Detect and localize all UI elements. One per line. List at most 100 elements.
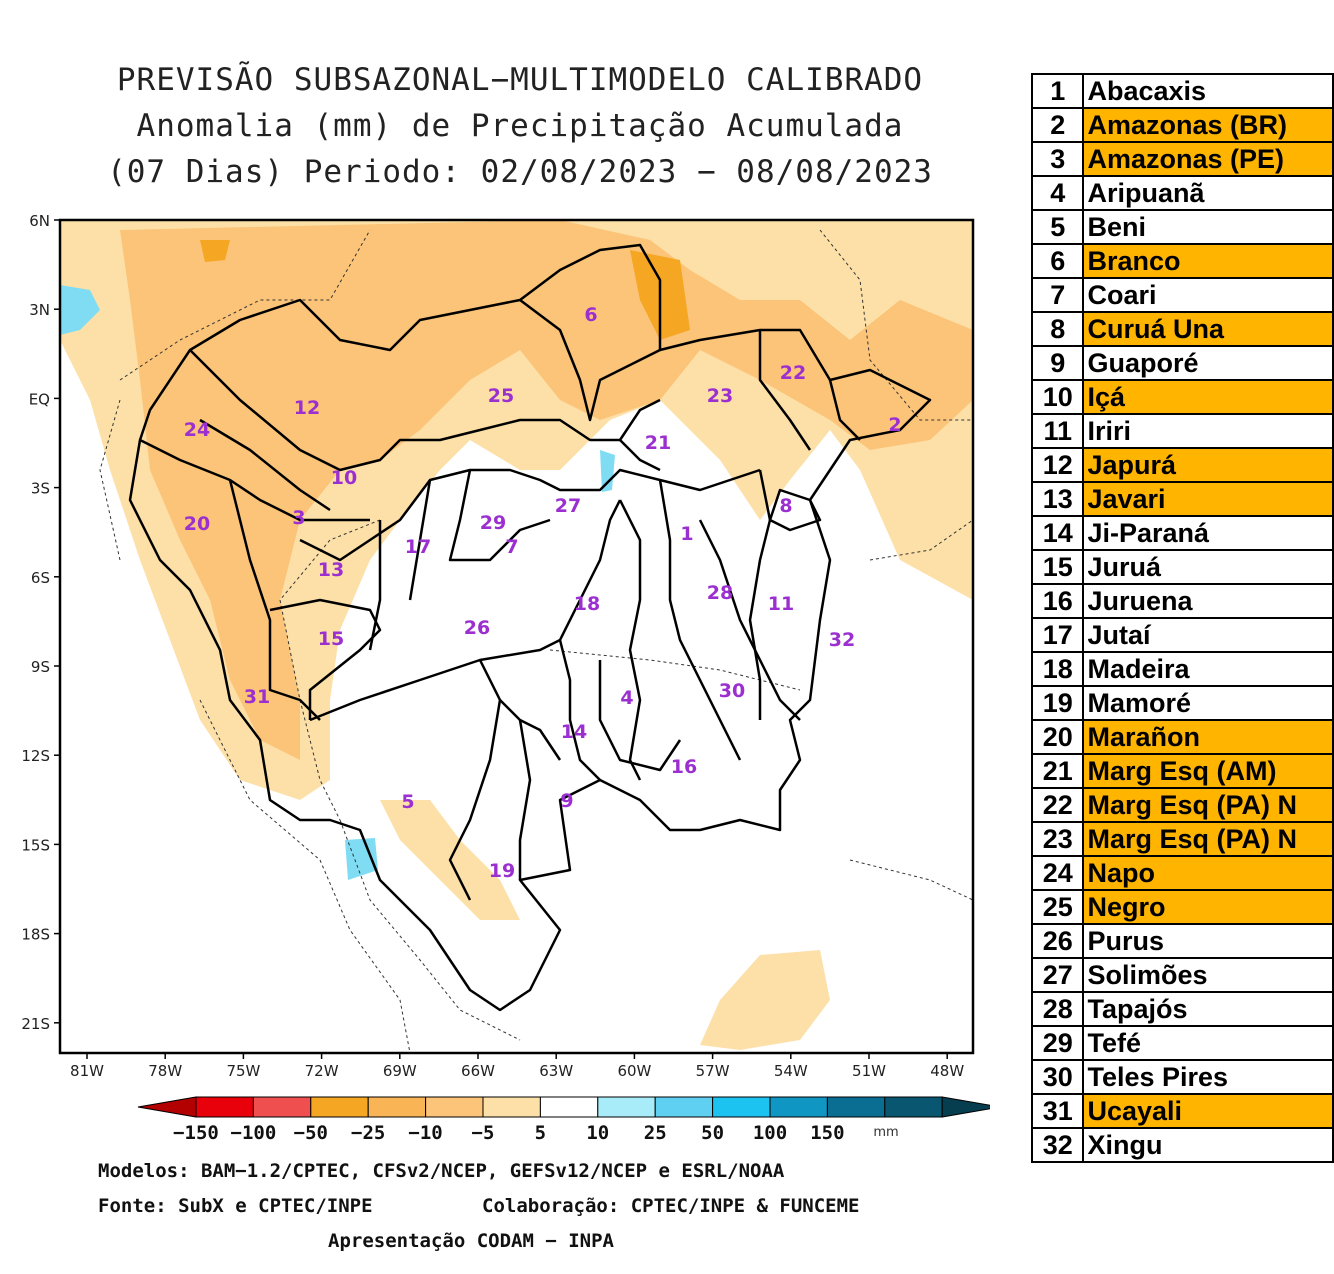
lon-label: 81W xyxy=(70,1062,104,1080)
colorbar-bin xyxy=(482,1096,541,1118)
basin-label-17: 17 xyxy=(405,536,431,558)
basin-number: 4 xyxy=(1030,175,1085,211)
basin-number: 15 xyxy=(1030,549,1085,585)
basin-label-30: 30 xyxy=(719,680,745,702)
basin-name: Ucayali xyxy=(1082,1093,1334,1129)
basin-number: 20 xyxy=(1030,719,1085,755)
basin-row: 23 Marg Esq (PA) N xyxy=(1030,821,1334,857)
basin-row: 26 Purus xyxy=(1030,923,1334,959)
basin-name: Marg Esq (PA) N xyxy=(1082,821,1334,857)
lon-label: 57W xyxy=(696,1062,730,1080)
basin-row: 16 Juruena xyxy=(1030,583,1334,619)
basin-name: Marg Esq (PA) N xyxy=(1082,787,1334,823)
basin-name: Branco xyxy=(1082,243,1334,279)
basin-name: Japurá xyxy=(1082,447,1334,483)
basin-row: 6 Branco xyxy=(1030,243,1334,279)
basin-row: 3 Amazonas (PE) xyxy=(1030,141,1334,177)
basin-row: 28 Tapajós xyxy=(1030,991,1334,1027)
basin-label-31: 31 xyxy=(244,686,270,708)
lon-label: 75W xyxy=(226,1062,260,1080)
basin-name: Juruena xyxy=(1082,583,1334,619)
colorbar-label: −50 xyxy=(294,1122,328,1144)
basin-row: 31 Ucayali xyxy=(1030,1093,1334,1129)
basin-label-24: 24 xyxy=(184,419,210,441)
basin-row: 11 Iriri xyxy=(1030,413,1334,449)
basin-row: 1 Abacaxis xyxy=(1030,73,1334,109)
basin-number: 25 xyxy=(1030,889,1085,925)
basin-name: Amazonas (PE) xyxy=(1082,141,1334,177)
basin-row: 21 Marg Esq (AM) xyxy=(1030,753,1334,789)
basin-label-6: 6 xyxy=(584,304,597,326)
credits-collaboration: Colaboração: CPTEC/INPE & FUNCEME xyxy=(482,1195,860,1217)
lon-label: 66W xyxy=(461,1062,495,1080)
lat-label: 9S xyxy=(31,658,50,676)
basin-label-27: 27 xyxy=(555,495,581,517)
credits-presentation: Apresentação CODAM − INPA xyxy=(328,1230,614,1252)
basin-name: Javari xyxy=(1082,481,1334,517)
basin-number: 8 xyxy=(1030,311,1085,347)
basin-label-18: 18 xyxy=(574,593,600,615)
basin-row: 9 Guaporé xyxy=(1030,345,1334,381)
basin-legend-table: 1 Abacaxis 2 Amazonas (BR) 3 Amazonas (PE) 4 Ar… xyxy=(1030,73,1334,1163)
country-borders xyxy=(99,229,974,1054)
basin-label-25: 25 xyxy=(488,385,514,407)
lon-label: 54W xyxy=(774,1062,808,1080)
basin-name: Purus xyxy=(1082,923,1334,959)
colorbar-label: 25 xyxy=(644,1122,667,1144)
basin-number: 16 xyxy=(1030,583,1085,619)
basin-number: 27 xyxy=(1030,957,1085,993)
lon-label: 48W xyxy=(930,1062,964,1080)
colorbar-bin xyxy=(597,1096,656,1118)
basin-number: 7 xyxy=(1030,277,1085,313)
basin-number: 24 xyxy=(1030,855,1085,891)
basin-row: 24 Napo xyxy=(1030,855,1334,891)
basin-label-3: 3 xyxy=(292,507,305,529)
basin-row: 8 Curuá Una xyxy=(1030,311,1334,347)
basin-name: Curuá Una xyxy=(1082,311,1334,347)
credits-source: Fonte: SubX e CPTEC/INPE xyxy=(98,1195,373,1217)
basin-label-12: 12 xyxy=(294,397,320,419)
basin-name: Ji-Paraná xyxy=(1082,515,1334,551)
basin-label-9: 9 xyxy=(560,790,573,812)
basin-name: Negro xyxy=(1082,889,1334,925)
colorbar-label: −10 xyxy=(408,1122,442,1144)
basin-row: 25 Negro xyxy=(1030,889,1334,925)
basin-row: 32 Xingu xyxy=(1030,1127,1334,1163)
basin-number: 2 xyxy=(1030,107,1085,143)
basin-label-20: 20 xyxy=(184,513,210,535)
basin-row: 7 Coari xyxy=(1030,277,1334,313)
basin-name: Beni xyxy=(1082,209,1334,245)
lon-label: 72W xyxy=(305,1062,339,1080)
lat-label: 15S xyxy=(21,836,50,854)
basin-name: Iriri xyxy=(1082,413,1334,449)
basin-number: 29 xyxy=(1030,1025,1085,1061)
colorbar-label: 50 xyxy=(701,1122,724,1144)
lon-label: 51W xyxy=(852,1062,886,1080)
basin-label-29: 29 xyxy=(480,512,506,534)
basin-label-13: 13 xyxy=(318,559,344,581)
colorbar-label: −100 xyxy=(231,1122,277,1144)
colorbar-bin xyxy=(252,1096,312,1118)
colorbar-label: 100 xyxy=(753,1122,787,1144)
basin-number: 12 xyxy=(1030,447,1085,483)
basin-number: 11 xyxy=(1030,413,1085,449)
basin-outlines xyxy=(128,243,932,1012)
basin-name: Madeira xyxy=(1082,651,1334,687)
colorbar-label: 5 xyxy=(535,1122,546,1144)
basin-row: 2 Amazonas (BR) xyxy=(1030,107,1334,143)
basin-name: Xingu xyxy=(1082,1127,1334,1163)
colorbar-unit: mm xyxy=(873,1125,898,1140)
lon-label: 69W xyxy=(383,1062,417,1080)
basin-label-10: 10 xyxy=(331,467,357,489)
basin-number: 18 xyxy=(1030,651,1085,687)
basin-label-15: 15 xyxy=(318,628,344,650)
basin-row: 12 Japurá xyxy=(1030,447,1334,483)
basin-row: 29 Tefé xyxy=(1030,1025,1334,1061)
credits-models: Modelos: BAM−1.2/CPTEC, CFSv2/NCEP, GEFS… xyxy=(98,1160,785,1182)
basin-label-22: 22 xyxy=(780,362,806,384)
basin-number: 17 xyxy=(1030,617,1085,653)
basin-name: Abacaxis xyxy=(1082,73,1334,109)
basin-number: 5 xyxy=(1030,209,1085,245)
basin-number: 19 xyxy=(1030,685,1085,721)
